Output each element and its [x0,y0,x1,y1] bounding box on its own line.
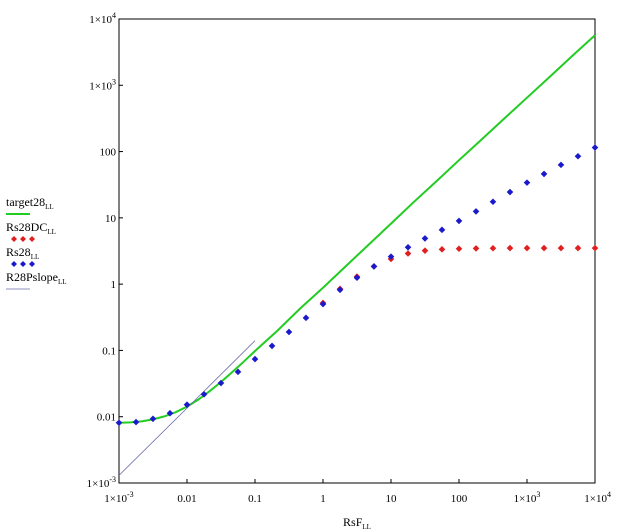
legend-label-target28: target28LL [6,195,54,211]
x-axis-label: RsFLL [343,515,371,531]
y-tick-label: 1×104 [89,11,116,26]
data-point-Rs28 [132,418,140,426]
data-point-Rs28 [540,170,548,178]
data-point-Rs28DC [591,244,599,252]
data-point-Rs28 [115,419,123,427]
data-point-Rs28 [557,161,565,169]
x-tick-label: 1×103 [514,490,541,505]
x-tick-label: 1 [320,493,326,505]
data-point-Rs28 [200,390,208,398]
data-point-Rs28DC [489,244,497,252]
x-axis-ticks: 1×10-3 0.01 0.1 1 10 100 1×103 1×104 [104,479,611,505]
data-point-Rs28DC [421,247,429,254]
data-point-Rs28 [353,274,361,282]
data-point-Rs28 [472,208,480,215]
data-point-Rs28 [336,286,344,294]
data-point-Rs28 [302,314,310,322]
data-point-Rs28 [251,355,259,363]
data-point-Rs28 [574,152,582,160]
legend-swatch-Rs28DC [11,236,17,242]
series-layer [115,34,599,476]
data-point-Rs28 [234,368,242,376]
plot-frame [118,18,596,484]
data-point-Rs28 [370,263,378,270]
data-point-Rs28 [523,179,531,186]
legend-swatch-Rs28 [11,261,17,267]
series-line-R28Pslope [118,340,256,476]
data-point-Rs28DC [472,245,480,252]
x-tick-label: 10 [386,493,398,505]
data-point-Rs28 [149,415,157,423]
data-point-Rs28 [319,300,327,308]
y-tick-label: 0.1 [102,345,116,357]
data-point-Rs28 [387,253,395,260]
plot-area [118,18,596,484]
y-tick-label: 1×103 [89,77,116,92]
legend-swatch-Rs28 [20,261,26,267]
y-tick-label: 1 [111,279,117,291]
y-axis-ticks: 1×10-3 0.01 0.1 1 10 100 1×103 1×104 [87,11,123,490]
data-point-Rs28 [506,188,514,196]
data-point-Rs28 [591,144,599,151]
data-point-Rs28 [268,342,276,350]
series-line-target28 [118,34,596,424]
y-tick-label: 10 [105,213,117,225]
x-tick-label: 1×104 [584,490,611,505]
data-point-Rs28DC [523,244,531,252]
data-point-Rs28 [404,243,412,251]
legend-swatch-Rs28 [29,261,35,267]
data-point-Rs28DC [404,250,412,257]
data-point-Rs28 [438,226,446,234]
data-point-Rs28DC [574,244,582,252]
legend-label-Rs28: Rs28LL [6,245,39,261]
data-point-Rs28 [217,379,225,387]
legend-swatch-Rs28DC [20,236,26,242]
x-axis-label-main: RsF [343,515,363,529]
data-point-Rs28 [285,328,293,336]
data-point-Rs28 [166,409,174,417]
data-point-Rs28DC [557,244,565,252]
data-point-Rs28 [183,401,191,408]
legend: target28LL Rs28DCLL Rs28LL R28PslopeLL [6,195,67,290]
x-tick-label: 100 [451,493,468,505]
legend-swatch-Rs28DC [29,236,35,242]
x-tick-label: 0.01 [177,493,196,505]
y-tick-label: 1×10-3 [87,475,116,490]
legend-label-Rs28DC: Rs28DCLL [6,220,56,236]
legend-label-R28Pslope: R28PslopeLL [6,270,67,286]
data-point-Rs28DC [438,246,446,253]
y-tick-label: 0.01 [97,412,116,424]
data-point-Rs28 [489,198,497,206]
data-point-Rs28 [421,235,429,242]
data-point-Rs28DC [540,244,548,252]
x-tick-label: 0.1 [248,493,262,505]
x-tick-label: 1×10-3 [104,490,133,505]
data-point-Rs28DC [455,245,463,253]
x-axis-label-sub: LL [362,523,371,531]
y-tick-label: 100 [100,147,117,159]
data-point-Rs28DC [506,244,514,252]
data-point-Rs28 [455,217,463,225]
